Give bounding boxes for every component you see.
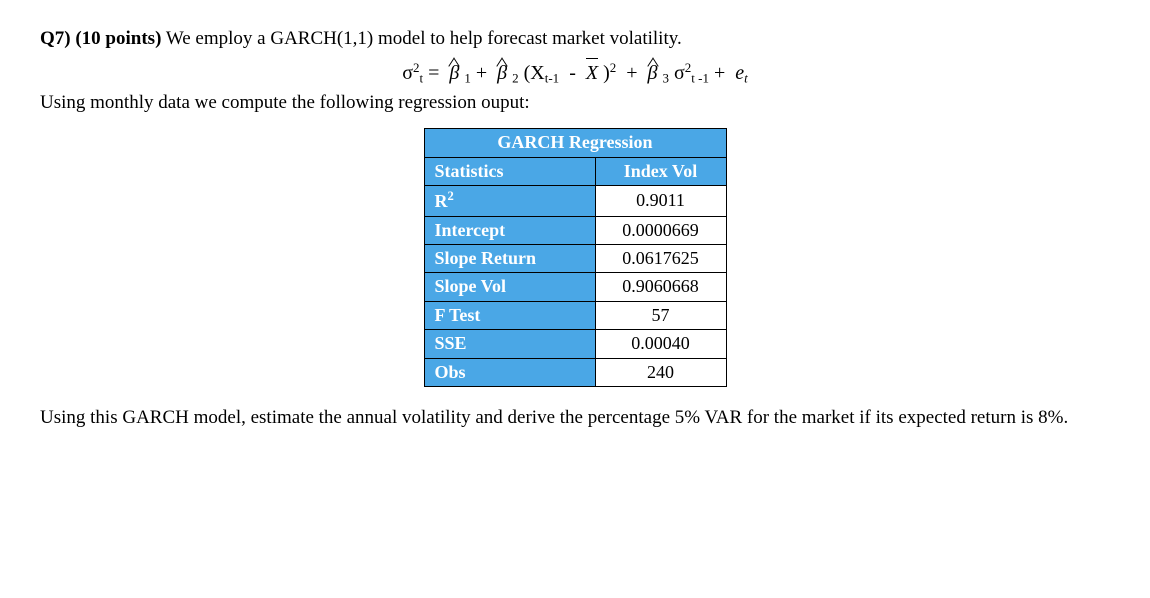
row-label: Obs [424, 358, 595, 386]
row-value: 240 [595, 358, 726, 386]
table-row: SSE0.00040 [424, 330, 726, 358]
table-row: Slope Return0.0617625 [424, 244, 726, 272]
X-var: X [530, 62, 544, 84]
col-header-statistics: Statistics [424, 157, 595, 185]
question-intro-text: We employ a GARCH(1,1) model to help for… [166, 28, 682, 49]
table-title: GARCH Regression [424, 129, 726, 157]
row-label: Intercept [424, 216, 595, 244]
row-label: R2 [424, 186, 595, 216]
plus2: + [626, 62, 637, 84]
garch-formula: σ2t = β 1 + β 2 (Xt-1 - X )2 + β 3 σ2t -… [40, 60, 1110, 86]
row-value: 0.0617625 [595, 244, 726, 272]
row-value: 0.9060668 [595, 273, 726, 301]
closing-question: Using this GARCH model, estimate the ann… [40, 407, 1110, 429]
beta1-hat: β [449, 62, 459, 85]
row-value: 0.9011 [595, 186, 726, 216]
garch-regression-table: GARCH Regression Statistics Index Vol R2… [424, 128, 727, 387]
beta2-sub: 2 [512, 70, 519, 85]
sigma2: σ [674, 62, 685, 84]
minus: - [569, 62, 576, 84]
table-row: R20.9011 [424, 186, 726, 216]
regression-output-intro: Using monthly data we compute the follow… [40, 92, 1110, 114]
row-value: 57 [595, 301, 726, 329]
beta3-hat: β [648, 62, 658, 85]
row-label: F Test [424, 301, 595, 329]
beta1-sub: 1 [464, 70, 471, 85]
sigma-sub: t [419, 70, 423, 85]
paren-sq: 2 [610, 60, 617, 75]
row-value: 0.00040 [595, 330, 726, 358]
plus1: + [476, 62, 487, 84]
row-value: 0.0000669 [595, 216, 726, 244]
row-label: Slope Return [424, 244, 595, 272]
col-header-indexvol: Index Vol [595, 157, 726, 185]
beta2-hat: β [497, 62, 507, 85]
row-label: SSE [424, 330, 595, 358]
question-label: Q7) [40, 28, 71, 49]
X-bar: X [586, 62, 598, 85]
e-sub: t [744, 70, 748, 85]
rparen: ) [603, 62, 610, 84]
table-row: F Test57 [424, 301, 726, 329]
table-body: R20.9011Intercept0.0000669Slope Return0.… [424, 186, 726, 387]
row-label: Slope Vol [424, 273, 595, 301]
table-row: Slope Vol0.9060668 [424, 273, 726, 301]
plus3: + [714, 62, 725, 84]
equals: = [428, 62, 439, 84]
table-row: Intercept0.0000669 [424, 216, 726, 244]
question-intro: Q7) (10 points) We employ a GARCH(1,1) m… [40, 28, 1110, 50]
sigma2-sub: t -1 [691, 70, 709, 85]
table-row: Obs240 [424, 358, 726, 386]
question-points: (10 points) [75, 28, 161, 49]
sigma: σ [402, 62, 413, 84]
beta3-sub: 3 [663, 70, 670, 85]
X-sub: t-1 [545, 70, 559, 85]
e-term: e [735, 62, 744, 84]
